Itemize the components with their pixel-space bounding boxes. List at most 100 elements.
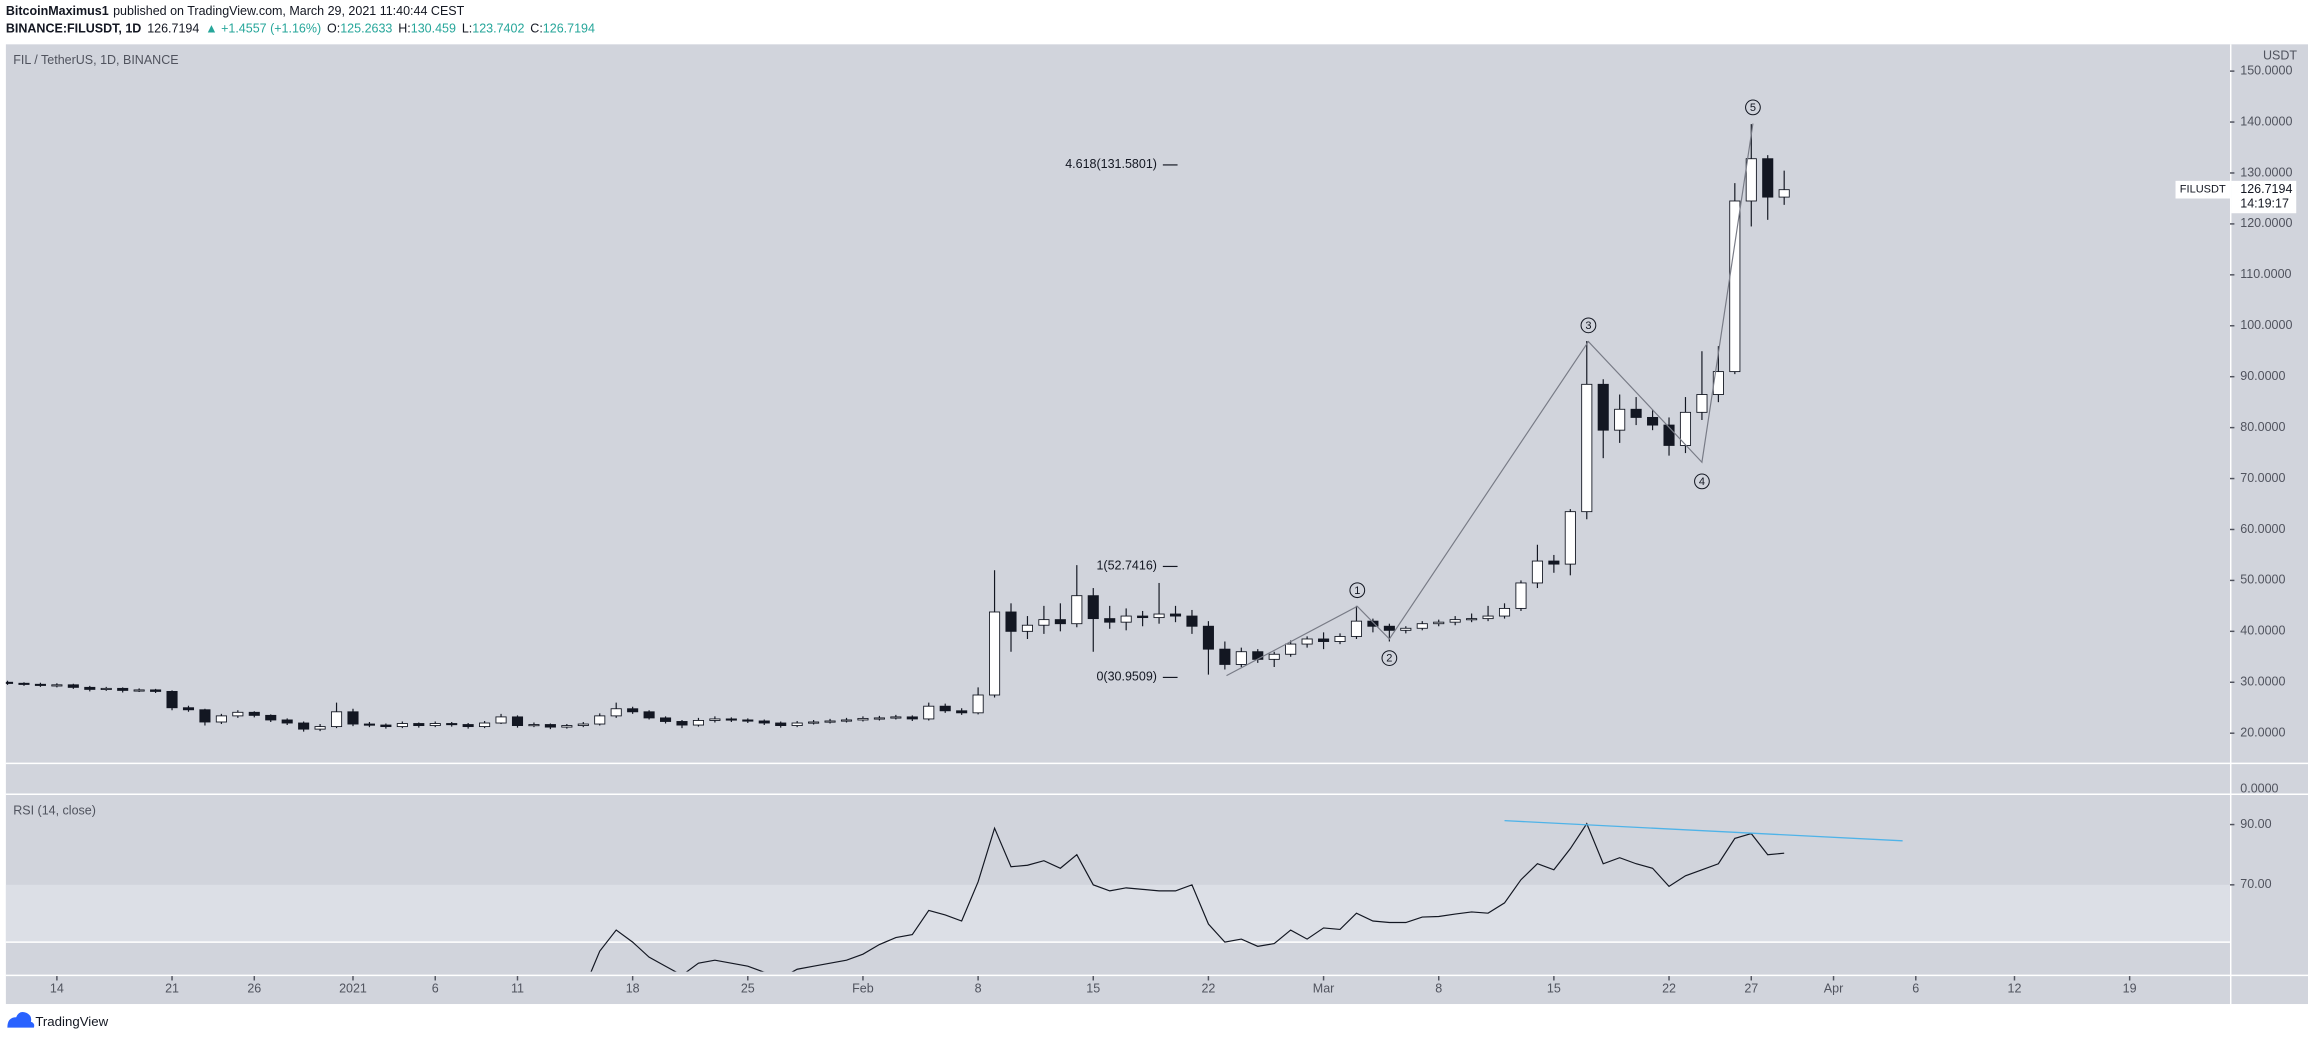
- candle-body: [446, 723, 458, 726]
- candle-body: [314, 726, 326, 730]
- rsi-plot: [590, 819, 1903, 972]
- x-tick-label: 22: [1201, 982, 1215, 996]
- wave-label: 2: [1386, 653, 1392, 665]
- candle-body: [1318, 638, 1330, 642]
- candle-body: [5, 681, 14, 684]
- candle-body: [1169, 613, 1182, 617]
- candle-body: [857, 717, 869, 721]
- close: 126.7194: [543, 22, 595, 36]
- candle-body: [117, 687, 129, 691]
- candle-body: [791, 722, 803, 726]
- candle-body: [1630, 408, 1642, 418]
- x-tick-label: Feb: [852, 982, 874, 996]
- candle-body: [429, 723, 441, 726]
- candle-body: [610, 708, 622, 717]
- rsi-y-tick-label: 90.00: [2240, 817, 2271, 831]
- high: 130.459: [411, 22, 456, 36]
- y-tick-label: 140.0000: [2240, 114, 2292, 128]
- candle-body: [133, 689, 145, 692]
- logo-text: TradingView: [35, 1014, 108, 1029]
- candle-body: [594, 715, 606, 725]
- candle-body: [34, 683, 46, 686]
- candle-body: [643, 711, 655, 719]
- candle-body: [1663, 424, 1675, 446]
- rsi-y-tick-label: 70.00: [2240, 877, 2271, 891]
- candle-body: [1762, 158, 1774, 198]
- candle-body: [413, 723, 425, 726]
- symbol: BINANCE:FILUSDT, 1D: [6, 22, 141, 36]
- x-tick-label: 6: [1912, 982, 1919, 996]
- x-tick-label: 2021: [339, 982, 367, 996]
- candle-body: [1548, 560, 1560, 565]
- candle-body: [906, 716, 918, 720]
- candle-body: [561, 725, 573, 728]
- x-tick-label: 11: [511, 982, 524, 996]
- x-tick-label: Apr: [1824, 982, 1843, 996]
- candle-body: [1449, 619, 1461, 623]
- x-tick-label: 14: [50, 982, 64, 996]
- candle-body: [544, 724, 556, 728]
- wave-marker: [1349, 582, 1366, 599]
- candle-body: [1350, 620, 1363, 637]
- candle-body: [150, 689, 162, 692]
- candle-body: [1087, 595, 1099, 620]
- fib-label: 0(30.9509): [1096, 670, 1156, 684]
- candle-body: [1367, 620, 1379, 627]
- author: BitcoinMaximus1: [6, 4, 109, 18]
- candle-body: [1482, 615, 1494, 620]
- symbol-label-box: [2175, 180, 2230, 199]
- candle-body: [840, 719, 853, 722]
- y-tick-label: 130.0000: [2240, 165, 2292, 179]
- candle-body: [18, 682, 30, 685]
- x-tick-label: 25: [741, 982, 755, 996]
- candle-body: [1729, 200, 1741, 373]
- rsi-scale-label: 0.0000: [2240, 781, 2278, 795]
- y-tick-label: 60.0000: [2240, 522, 2285, 536]
- candle-body: [1745, 158, 1757, 202]
- wave-marker: [1745, 99, 1761, 116]
- candle-body: [182, 707, 195, 711]
- candle-body: [528, 724, 540, 727]
- candle-body: [1021, 624, 1034, 632]
- x-tick-label: Mar: [1313, 982, 1335, 996]
- candle-body: [873, 717, 885, 720]
- open: 125.2633: [340, 22, 392, 36]
- wave-label: 3: [1585, 320, 1591, 332]
- candle-body: [1433, 621, 1445, 625]
- candle-body: [1120, 615, 1132, 623]
- y-tick-label: 80.0000: [2240, 420, 2285, 434]
- x-tick-label: 26: [247, 982, 261, 996]
- candle-body: [232, 711, 244, 717]
- candle-body: [1005, 611, 1017, 632]
- candle-body: [709, 718, 721, 721]
- candle-body: [1696, 394, 1708, 413]
- y-tick-label: 30.0000: [2240, 675, 2285, 689]
- candle-body: [660, 717, 672, 722]
- rsi-title: RSI (14, close): [13, 804, 96, 818]
- candle-body: [1268, 653, 1280, 660]
- candles: [5, 124, 1790, 732]
- header-line-2: BINANCE:FILUSDT, 1D 126.7194 ▲ +1.4557 (+1…: [6, 22, 595, 36]
- candle-body: [215, 715, 227, 723]
- change: ▲ +1.4557 (+1.16%): [205, 22, 321, 36]
- y-tick-label: 110.0000: [2240, 267, 2291, 281]
- x-tick-label: 8: [1435, 982, 1442, 996]
- ohlc-label: L:: [462, 22, 472, 36]
- candle-body: [1202, 625, 1214, 650]
- candle-body: [265, 714, 277, 721]
- candle-body: [347, 711, 359, 725]
- candle-body: [989, 611, 1001, 696]
- candle-body: [627, 708, 639, 713]
- candle-body: [1597, 383, 1609, 431]
- candle-body: [1235, 651, 1247, 665]
- candle-body: [84, 686, 96, 690]
- candle-body: [758, 720, 770, 724]
- header-line-1: BitcoinMaximus1 published on TradingView.…: [6, 4, 465, 18]
- candle-body: [248, 711, 260, 716]
- candle-body: [1515, 582, 1527, 609]
- ohlc-label: O:: [327, 22, 340, 36]
- currency-label: USDT: [2263, 48, 2297, 62]
- candle-body: [199, 709, 211, 723]
- tradingview-logo: TradingView: [7, 1012, 109, 1029]
